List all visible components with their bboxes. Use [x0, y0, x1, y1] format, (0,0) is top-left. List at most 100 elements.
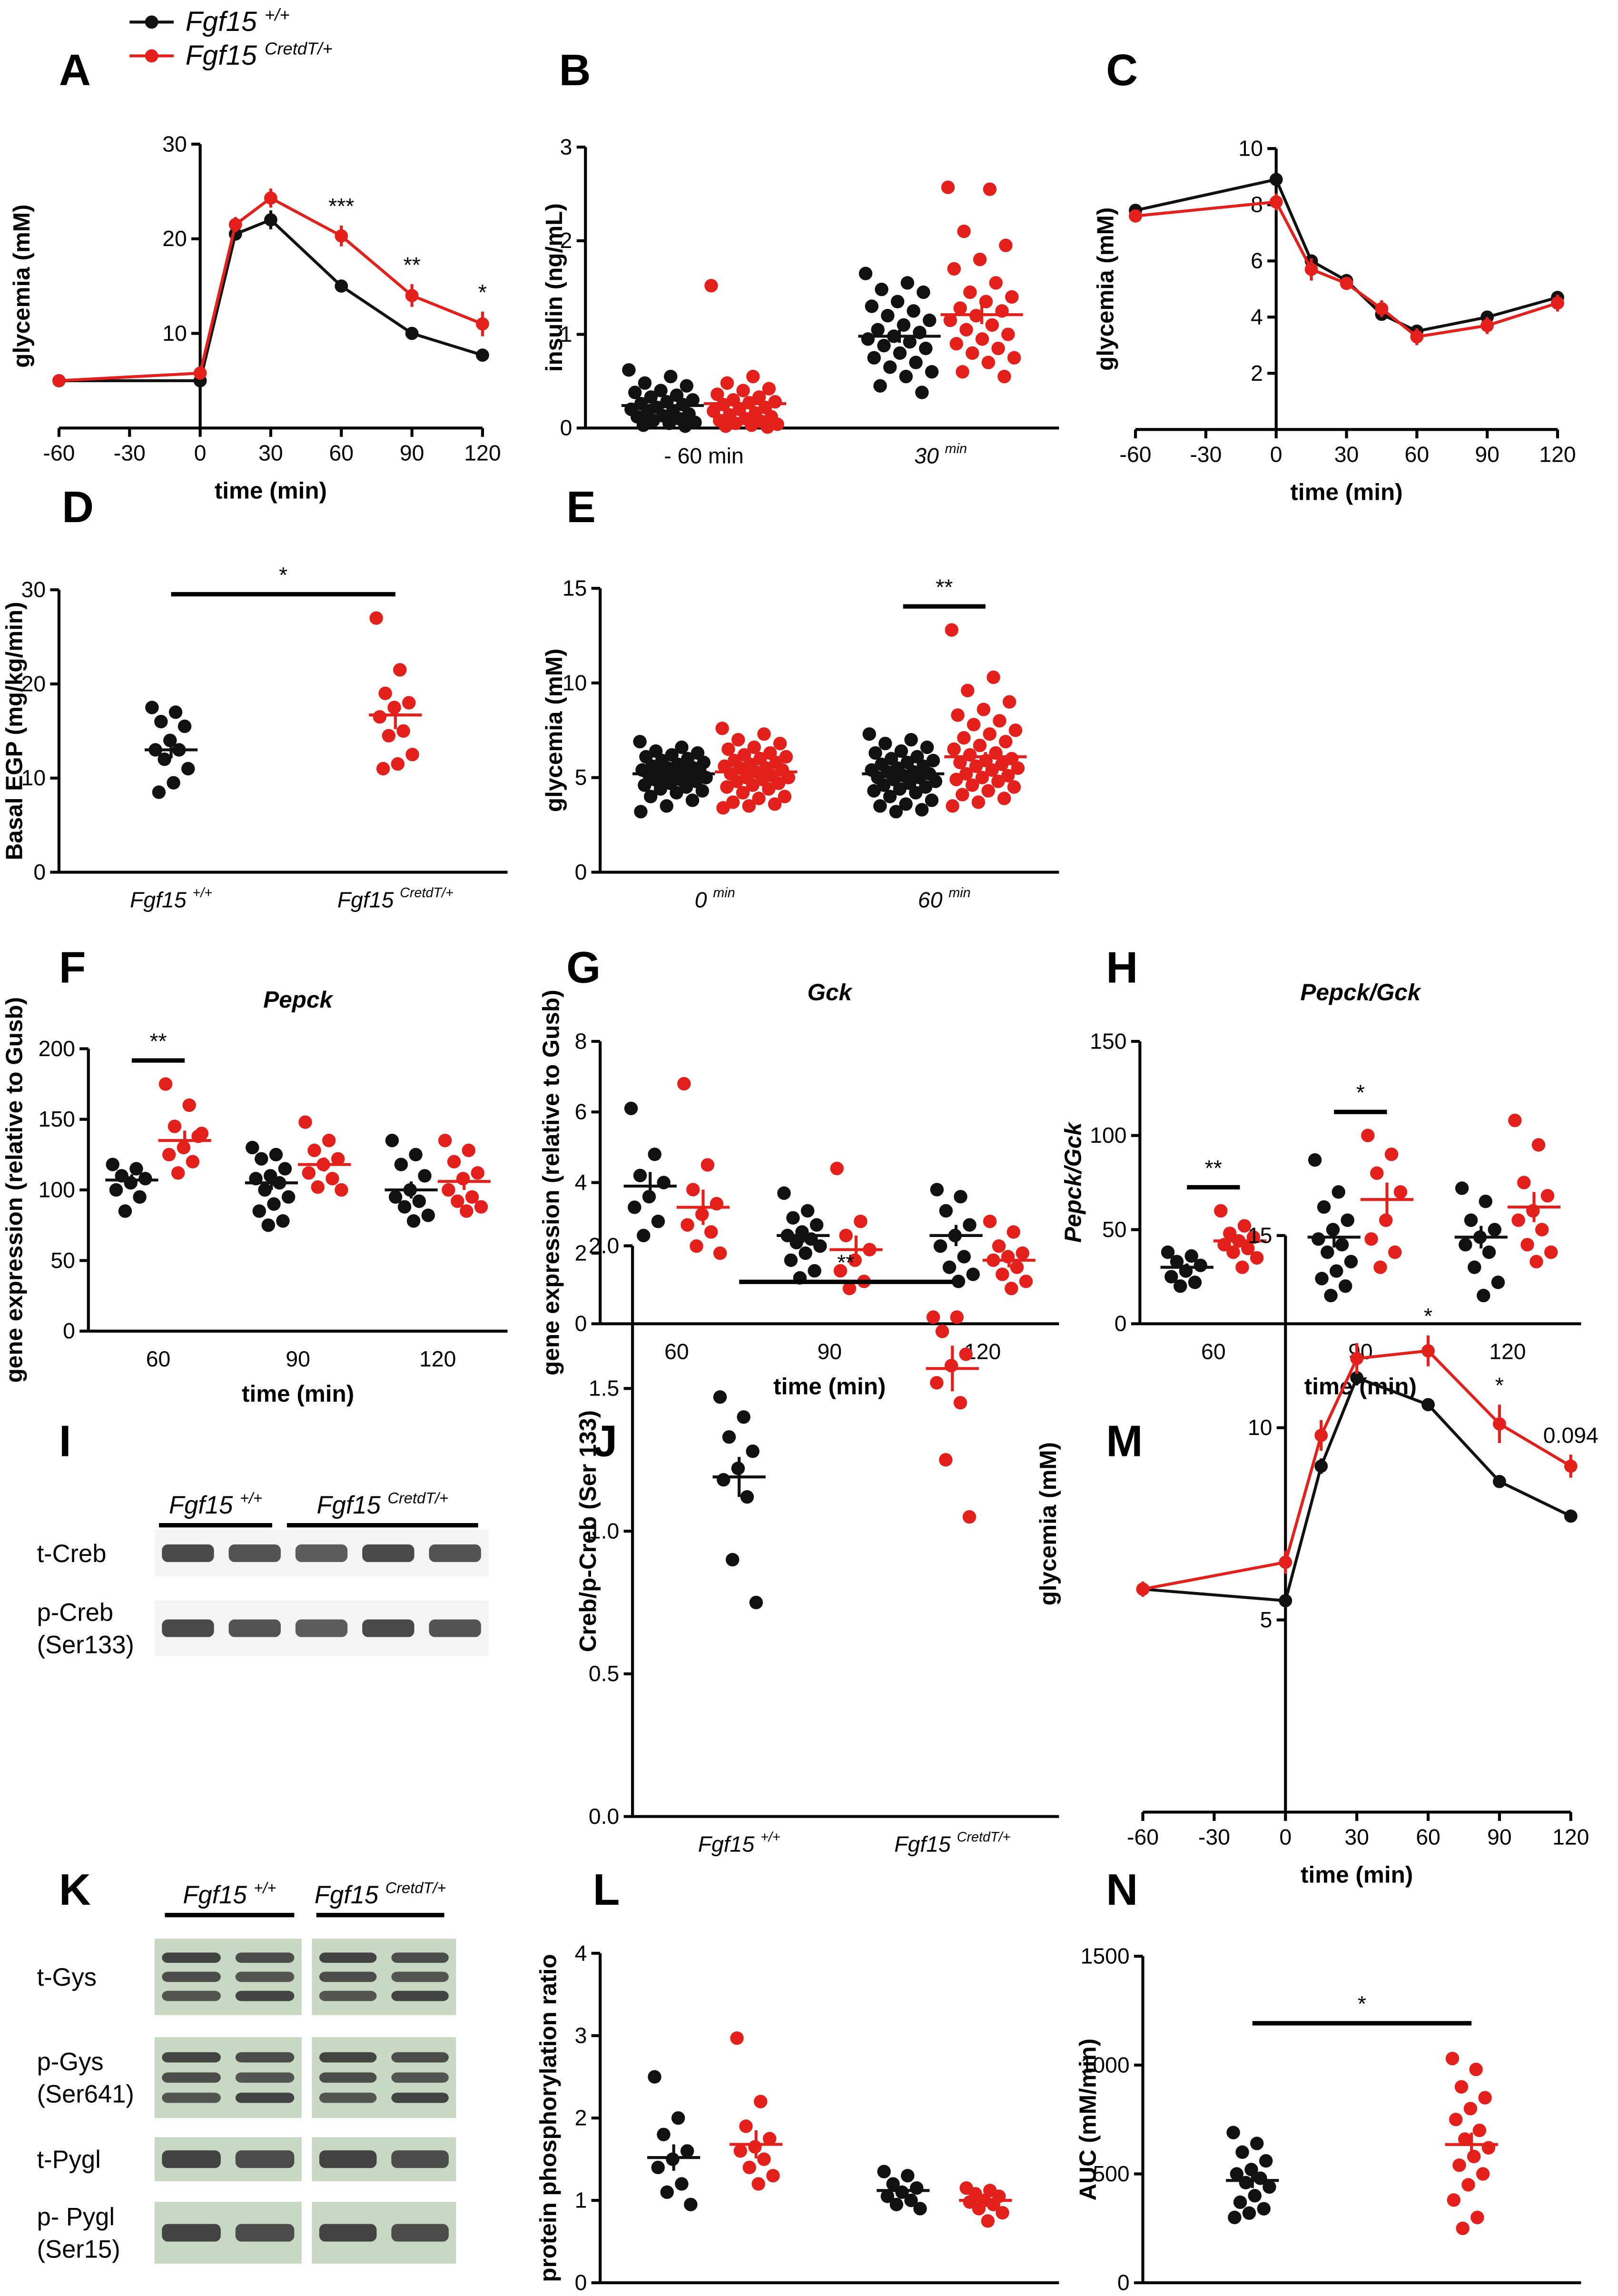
data-point	[678, 419, 692, 433]
x-tick-label: 60	[329, 440, 354, 465]
x-axis-label: time (min)	[215, 478, 327, 504]
y-tick-label: 10	[562, 670, 587, 695]
data-point	[983, 1214, 997, 1228]
data-point	[842, 1281, 857, 1296]
data-point	[281, 1190, 296, 1204]
data-point	[987, 670, 1000, 684]
data-point	[654, 384, 668, 397]
data-point	[154, 714, 168, 729]
data-point	[195, 1127, 209, 1140]
data-point	[1170, 1255, 1184, 1268]
data-point	[163, 733, 177, 747]
data-point	[397, 1200, 412, 1214]
y-tick-label: 4	[1251, 305, 1263, 329]
panel-letter: A	[59, 45, 91, 95]
data-point	[737, 1410, 750, 1424]
blot-band	[391, 2052, 449, 2063]
y-tick-label: 10	[1238, 136, 1263, 161]
y-tick-label: 100	[1090, 1123, 1126, 1148]
data-point	[1332, 1185, 1345, 1199]
data-point	[1340, 277, 1353, 290]
data-point	[875, 282, 888, 297]
data-point	[786, 1211, 800, 1225]
blot-band	[162, 2224, 221, 2242]
y-tick-label: 15	[562, 576, 587, 601]
data-point	[957, 731, 971, 745]
blot-band	[235, 1952, 295, 1963]
data-point	[996, 2206, 1009, 2220]
x-tick-label: -30	[1190, 442, 1222, 466]
data-point	[1470, 2210, 1484, 2225]
data-point	[926, 1310, 940, 1324]
data-point	[258, 1183, 272, 1197]
y-tick-label: 1.5	[589, 1376, 619, 1401]
blot-band	[162, 2052, 221, 2063]
data-point	[962, 1510, 977, 1524]
data-point	[1551, 296, 1564, 310]
y-tick-label: 0	[1115, 1311, 1127, 1336]
data-point	[959, 323, 973, 336]
data-point	[622, 363, 636, 377]
data-point	[881, 308, 895, 323]
data-point	[158, 1077, 173, 1091]
data-point	[1242, 2206, 1256, 2220]
data-point	[681, 1218, 694, 1232]
data-point	[1019, 1275, 1033, 1288]
y-tick-label: 2	[575, 1240, 587, 1265]
data-point	[1379, 1213, 1393, 1227]
x-tick-label: 120	[419, 1346, 456, 1371]
data-point	[228, 218, 242, 231]
data-point	[680, 2144, 694, 2158]
data-point	[715, 722, 729, 735]
data-point	[1493, 1417, 1506, 1431]
data-point	[675, 2177, 689, 2191]
data-point	[1321, 1245, 1334, 1259]
data-point	[1188, 1276, 1202, 1289]
y-tick-label: 8	[575, 1029, 587, 1053]
data-point	[777, 1186, 791, 1200]
x-axis-label: time (min)	[773, 1374, 886, 1400]
data-point	[633, 1168, 647, 1183]
data-point	[1511, 1213, 1525, 1227]
data-point	[1364, 1232, 1378, 1246]
data-point	[1341, 1213, 1354, 1227]
data-point	[996, 1267, 1009, 1281]
x-tick-label: 60	[664, 1339, 689, 1364]
data-point	[880, 2189, 895, 2203]
blot-band	[162, 2092, 221, 2103]
panel-letter: C	[1106, 45, 1138, 95]
data-point	[1010, 1260, 1024, 1274]
data-point	[1373, 1260, 1387, 1274]
data-point	[1226, 1245, 1240, 1259]
data-point	[1449, 2112, 1463, 2127]
y-tick-label: 1.0	[589, 1518, 619, 1543]
data-point	[720, 376, 734, 390]
data-point	[951, 1275, 966, 1288]
data-point	[1477, 1288, 1490, 1303]
data-point	[624, 1101, 638, 1116]
data-point	[745, 418, 759, 432]
data-point	[739, 2119, 753, 2133]
data-point	[719, 419, 733, 433]
data-point	[406, 1214, 421, 1228]
data-point	[246, 1140, 259, 1155]
data-point	[1230, 2167, 1244, 2181]
x-tick-label: 30	[1344, 1824, 1369, 1849]
data-point	[877, 2165, 891, 2178]
data-point	[638, 376, 652, 390]
data-point	[873, 799, 887, 813]
data-point	[963, 1218, 977, 1232]
panel-letter: N	[1106, 1865, 1138, 1914]
data-point	[1008, 723, 1023, 737]
data-point	[969, 759, 983, 773]
data-point	[730, 2031, 744, 2045]
data-point	[1517, 1176, 1531, 1189]
data-point	[637, 1228, 651, 1243]
x-tick-label: -60	[1127, 1824, 1159, 1849]
data-point	[993, 714, 1006, 728]
data-point	[746, 1444, 760, 1458]
data-point	[409, 1148, 423, 1162]
blot-band	[391, 2092, 449, 2103]
data-point	[726, 795, 740, 809]
data-point	[1317, 1200, 1331, 1214]
